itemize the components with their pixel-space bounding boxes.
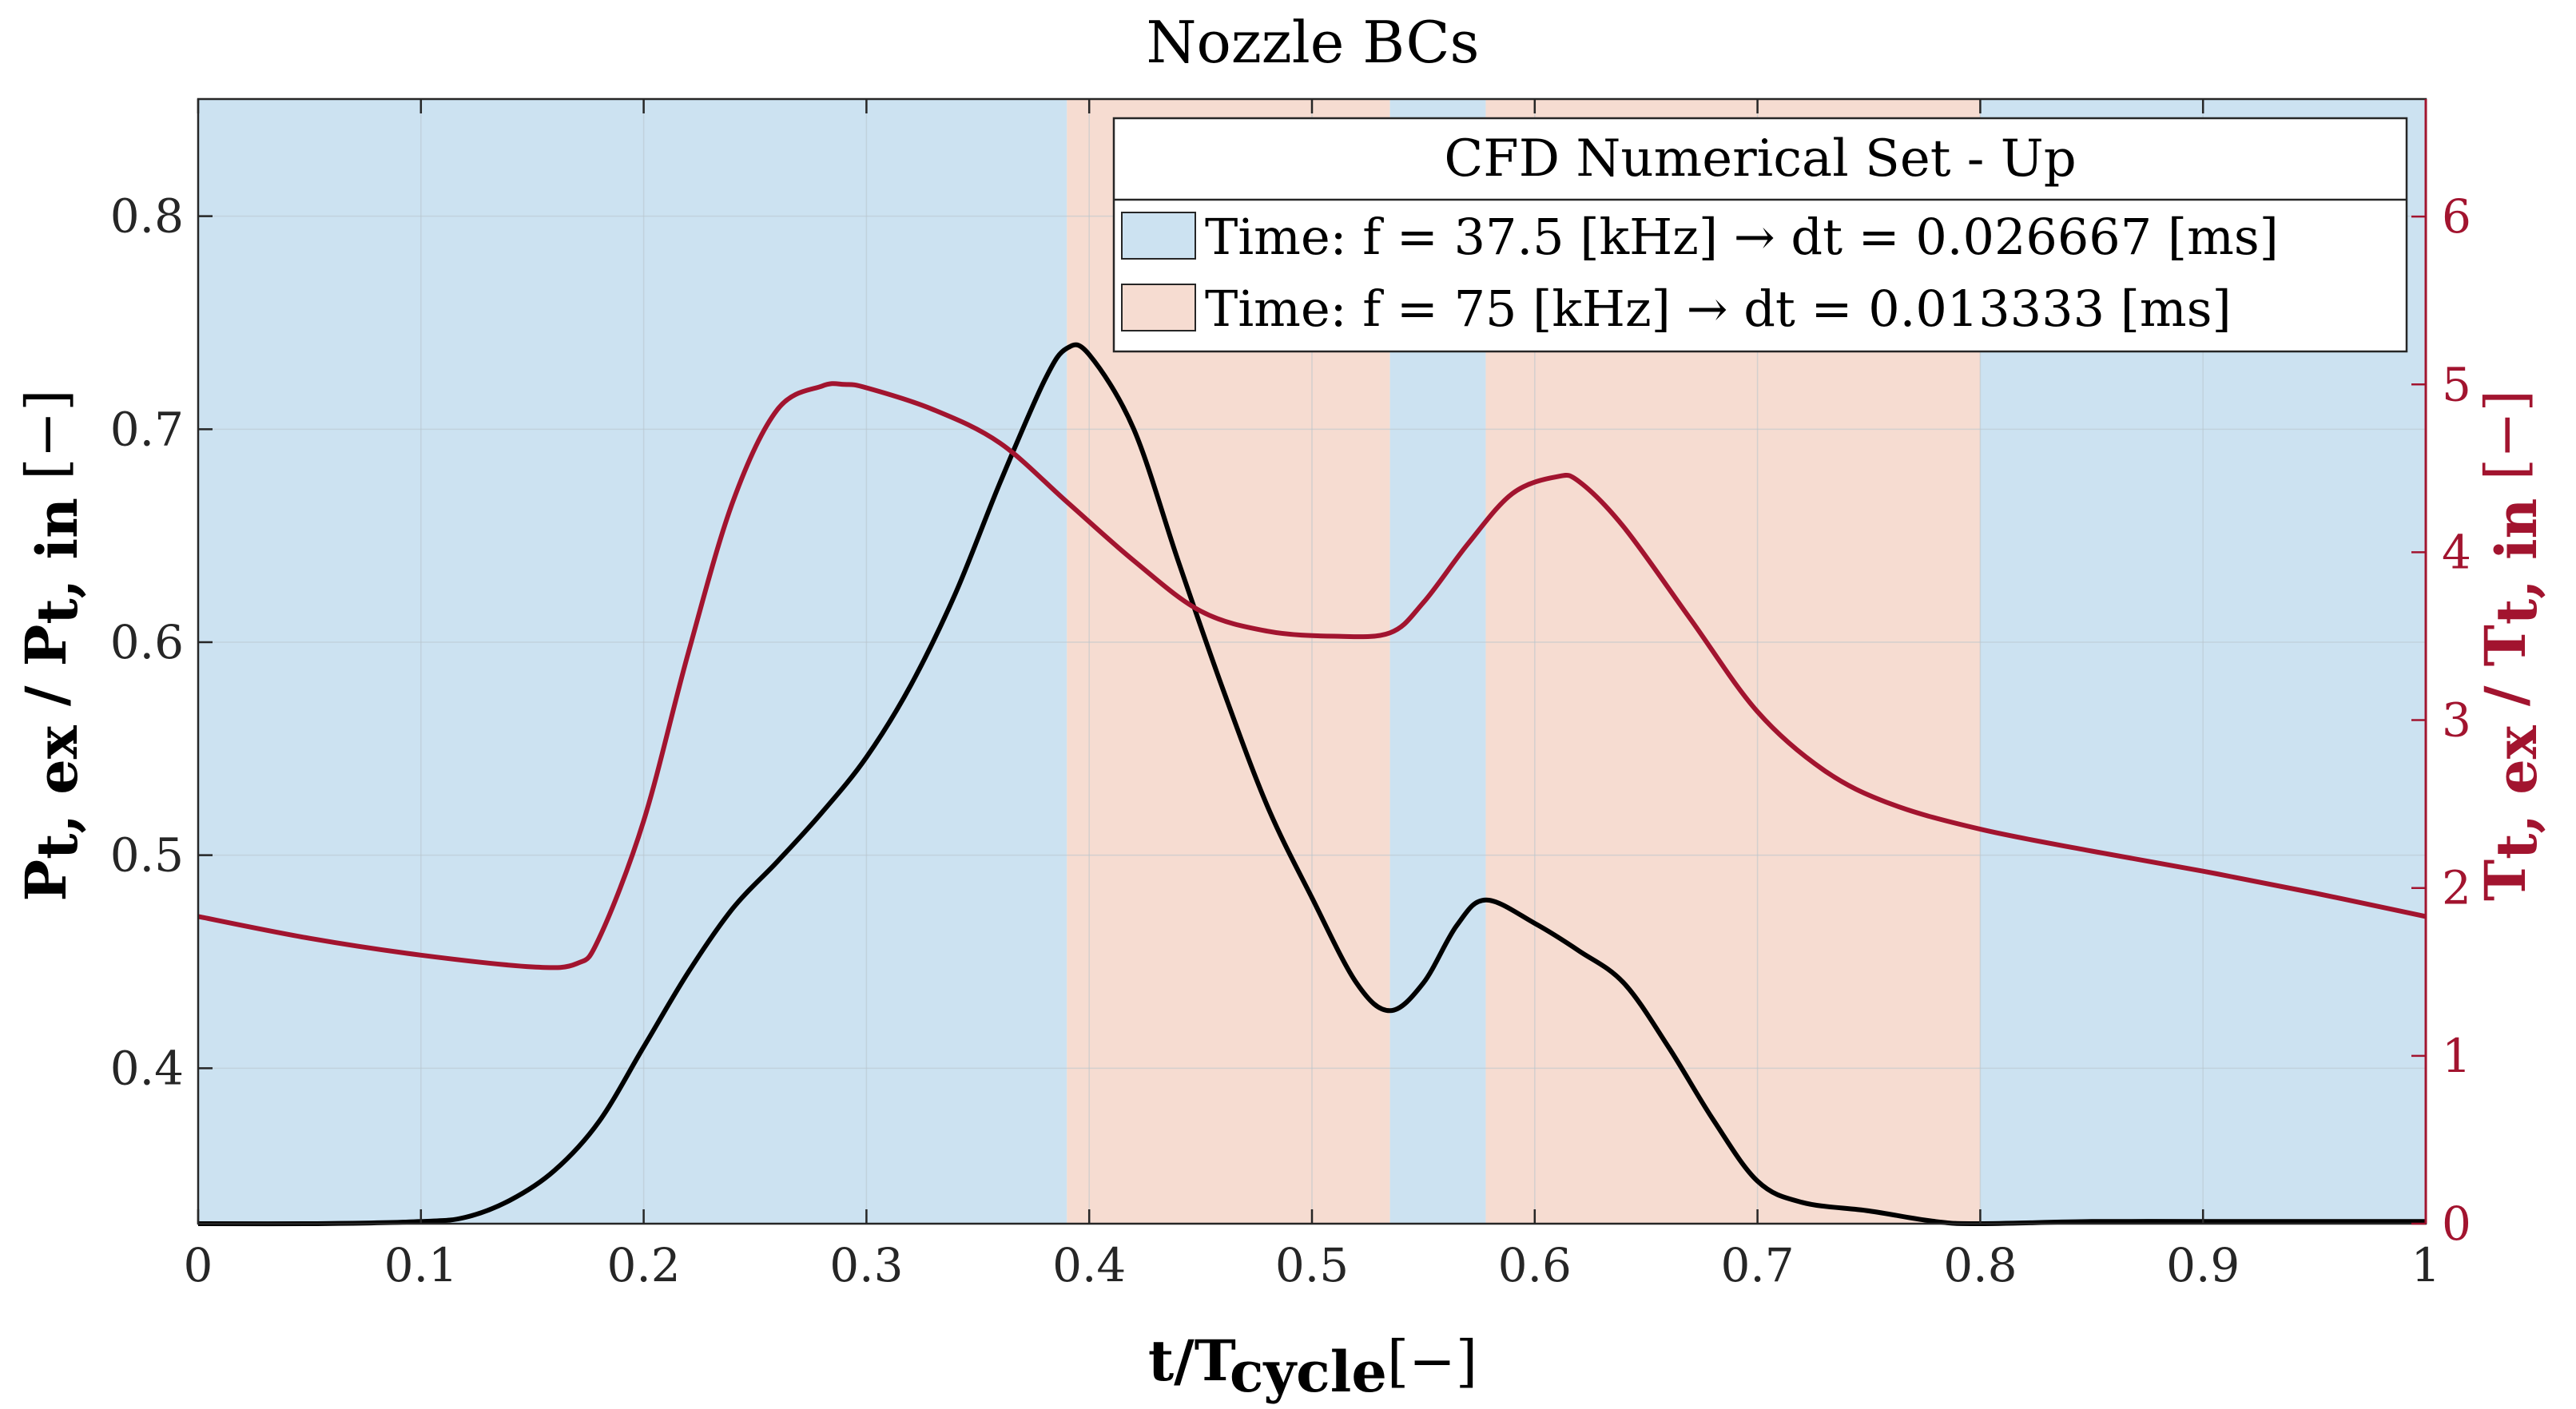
tick-labels: 0 0.1 0.2 0.3 0.4 0.5 0.6 0.7 0.8 0.9 1 0.4 0.5 0.6 0.…	[110, 189, 2471, 1292]
y-right-tick-label-3: 3	[2442, 693, 2471, 748]
y-left-tick-label-2: 0.6	[110, 615, 184, 669]
tick-marks	[197, 99, 2427, 1225]
y-axis-label-right: Tt, ex / Tt, in [−]	[2472, 390, 2550, 901]
y-left-tick-label-3: 0.7	[110, 402, 184, 456]
series-pressure-ratio-line	[197, 342, 2426, 1227]
y-right-tick-label-5: 5	[2442, 357, 2471, 411]
x-tick-label-1: 0.1	[384, 1238, 458, 1292]
y-right-tick-label-4: 4	[2442, 525, 2471, 579]
x-axis-label: t/Tcycle[−]	[1148, 1328, 1477, 1405]
y-left-tick-label-4: 0.8	[110, 189, 184, 244]
x-tick-label-10: 1	[2411, 1238, 2441, 1292]
y-axis-label-left: Pt, ex / Pt, in [−]	[13, 389, 90, 901]
y-right-tick-label-1: 1	[2442, 1029, 2471, 1083]
y-right-tick-label-2: 2	[2442, 861, 2471, 915]
legend-box	[1112, 117, 2408, 353]
y-left-tick-label-1: 0.5	[110, 828, 184, 883]
y-right-tick-label-0: 0	[2442, 1197, 2471, 1251]
x-tick-label-7: 0.7	[1720, 1238, 1794, 1292]
x-tick-label-9: 0.9	[2166, 1238, 2240, 1292]
x-tick-label-0: 0	[184, 1238, 213, 1292]
series-layer	[197, 342, 2427, 1227]
legend-title: CFD Numerical Set - Up	[1444, 129, 2076, 189]
series-temperature-ratio-line	[197, 381, 2427, 970]
x-tick-label-6: 0.6	[1498, 1238, 1572, 1292]
x-tick-label-2: 0.2	[606, 1238, 680, 1292]
y-left-tick-label-0: 0.4	[110, 1041, 184, 1095]
chart-title: Nozzle BCs	[1146, 9, 1479, 76]
legend-swatch-blue	[1121, 212, 1196, 260]
x-tick-label-5: 0.5	[1275, 1238, 1349, 1292]
x-tick-label-3: 0.3	[829, 1238, 903, 1292]
x-tick-label-8: 0.8	[1943, 1238, 2017, 1292]
band-blue-0	[198, 99, 1067, 1224]
x-tick-label-4: 0.4	[1052, 1238, 1126, 1292]
y-right-tick-label-6: 6	[2442, 189, 2471, 244]
legend-swatch-orange	[1121, 284, 1196, 331]
legend-entry-orange: Time: f = 75 [kHz] → dt = 0.013333 [ms]	[1205, 280, 2232, 338]
legend-entry-blue: Time: f = 37.5 [kHz] → dt = 0.026667 [ms…	[1205, 208, 2279, 266]
legend: CFD Numerical Set - Up Time: f = 37.5 [k…	[1112, 117, 2408, 353]
